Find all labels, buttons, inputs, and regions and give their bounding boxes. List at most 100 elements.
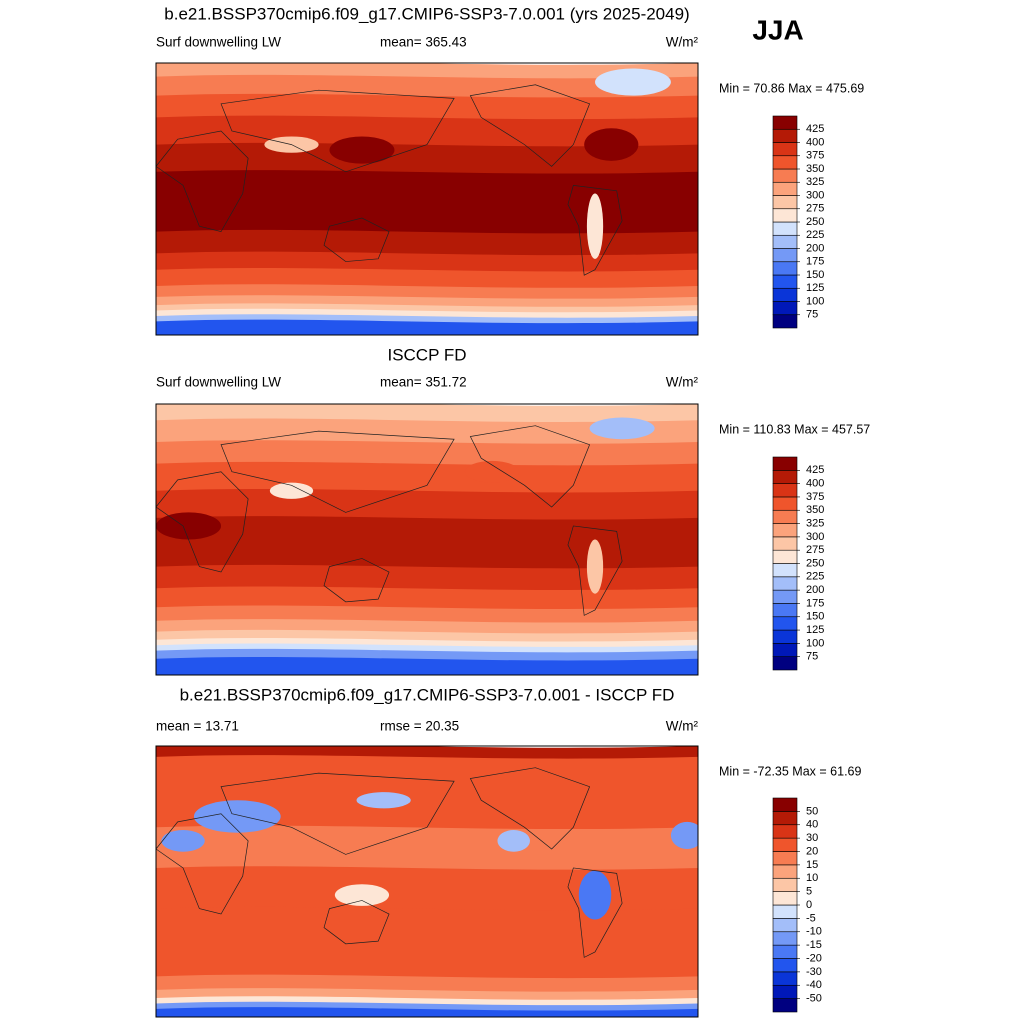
coastline bbox=[567, 185, 623, 276]
coastline bbox=[469, 84, 591, 167]
coastline bbox=[220, 772, 455, 855]
map-band bbox=[156, 564, 698, 593]
coastline bbox=[323, 900, 390, 945]
colorbar-box bbox=[772, 314, 798, 329]
colorbar-label: 150 bbox=[806, 269, 824, 281]
colorbar-label: 175 bbox=[806, 597, 824, 609]
map-region bbox=[589, 417, 655, 440]
colorbar-box bbox=[772, 301, 798, 316]
map-band bbox=[156, 229, 698, 258]
map-region bbox=[584, 128, 639, 161]
colorbar-label: -5 bbox=[806, 912, 816, 924]
colorbar-box bbox=[772, 971, 798, 986]
colorbar-box bbox=[772, 958, 798, 973]
colorbar-box bbox=[772, 589, 798, 604]
map-band bbox=[156, 755, 698, 832]
colorbar-box bbox=[772, 931, 798, 946]
colorbar-box bbox=[772, 155, 798, 170]
colorbar-label: 300 bbox=[806, 189, 824, 201]
center-label: rmse = 20.35 bbox=[380, 719, 459, 734]
map-band bbox=[156, 638, 698, 649]
colorbar-label: 325 bbox=[806, 176, 824, 188]
units-label: W/m² bbox=[666, 375, 699, 390]
map-band bbox=[156, 319, 698, 335]
colorbar-label: -15 bbox=[806, 939, 822, 951]
map-field bbox=[156, 746, 698, 1017]
colorbar-label: 125 bbox=[806, 282, 824, 294]
colorbar-box bbox=[772, 549, 798, 564]
coastline bbox=[220, 89, 455, 173]
colorbar-label: 350 bbox=[806, 504, 824, 516]
colorbar-box bbox=[772, 629, 798, 644]
map-region bbox=[578, 870, 612, 920]
colorbar-box bbox=[772, 234, 798, 249]
colorbar-box bbox=[772, 181, 798, 196]
colorbar-box bbox=[772, 195, 798, 210]
colorbar-label: 100 bbox=[806, 295, 824, 307]
colorbar-label: 250 bbox=[806, 216, 824, 228]
colorbar-label: -20 bbox=[806, 952, 822, 964]
map-band bbox=[156, 906, 698, 981]
colorbar-box bbox=[772, 470, 798, 484]
map-frame bbox=[155, 62, 699, 336]
colorbar-box bbox=[772, 523, 798, 538]
colorbar-label: 15 bbox=[806, 859, 818, 871]
map-region bbox=[334, 884, 390, 906]
units-label: W/m² bbox=[666, 35, 699, 50]
map-band bbox=[156, 825, 698, 872]
map-band bbox=[156, 1001, 698, 1013]
map-band bbox=[156, 303, 698, 315]
map-region bbox=[269, 482, 314, 499]
colorbar-box bbox=[772, 536, 798, 551]
colorbar-box bbox=[772, 944, 798, 959]
colorbar-box bbox=[772, 984, 798, 999]
map-band bbox=[156, 170, 698, 236]
map-band bbox=[156, 643, 698, 655]
coastline bbox=[469, 767, 591, 850]
colorbar-box bbox=[772, 656, 798, 671]
season-label: JJA bbox=[752, 14, 803, 45]
colorbar-label: 200 bbox=[806, 242, 824, 254]
map-band bbox=[156, 996, 698, 1008]
colorbar-label: 30 bbox=[806, 832, 818, 844]
colorbar-label: -30 bbox=[806, 966, 822, 978]
colorbar-label: 75 bbox=[806, 651, 818, 663]
map-band bbox=[156, 1007, 698, 1017]
colorbar-box bbox=[772, 563, 798, 578]
map-region bbox=[193, 800, 281, 833]
map-band bbox=[156, 74, 698, 100]
min-max-label: Min = 110.83 Max = 457.57 bbox=[719, 422, 870, 436]
map-region bbox=[497, 830, 530, 852]
colorbar-box bbox=[772, 877, 798, 892]
colorbar-box bbox=[772, 864, 798, 879]
coastline bbox=[156, 471, 249, 573]
left-label: Surf downwelling LW bbox=[156, 35, 281, 50]
colorbar-label: 400 bbox=[806, 136, 824, 148]
colorbar-label: -50 bbox=[806, 993, 822, 1005]
colorbar-box bbox=[772, 456, 798, 471]
left-label: Surf downwelling LW bbox=[156, 375, 281, 390]
min-max-label: Min = 70.86 Max = 475.69 bbox=[719, 81, 864, 95]
colorbar-box bbox=[772, 287, 798, 302]
coastline bbox=[156, 813, 249, 915]
colorbar-box bbox=[772, 851, 798, 866]
colorbar-label: 400 bbox=[806, 478, 824, 490]
colorbar-box bbox=[772, 221, 798, 236]
colorbar-label: 350 bbox=[806, 163, 824, 175]
map-field bbox=[156, 63, 698, 335]
coastline bbox=[323, 217, 390, 262]
map-region bbox=[586, 193, 604, 259]
colorbar-box bbox=[772, 603, 798, 618]
colorbar-label: 75 bbox=[806, 309, 818, 321]
colorbar-box bbox=[772, 261, 798, 276]
colorbar-label: 100 bbox=[806, 637, 824, 649]
colorbar-box bbox=[772, 509, 798, 524]
map-band bbox=[156, 866, 698, 913]
colorbar-box bbox=[772, 483, 798, 498]
map-region bbox=[586, 539, 604, 594]
colorbar-label: 250 bbox=[806, 557, 824, 569]
map-region bbox=[595, 68, 671, 96]
colorbar-box bbox=[772, 998, 798, 1013]
coastline bbox=[156, 130, 249, 233]
colorbar-label: 10 bbox=[806, 872, 818, 884]
